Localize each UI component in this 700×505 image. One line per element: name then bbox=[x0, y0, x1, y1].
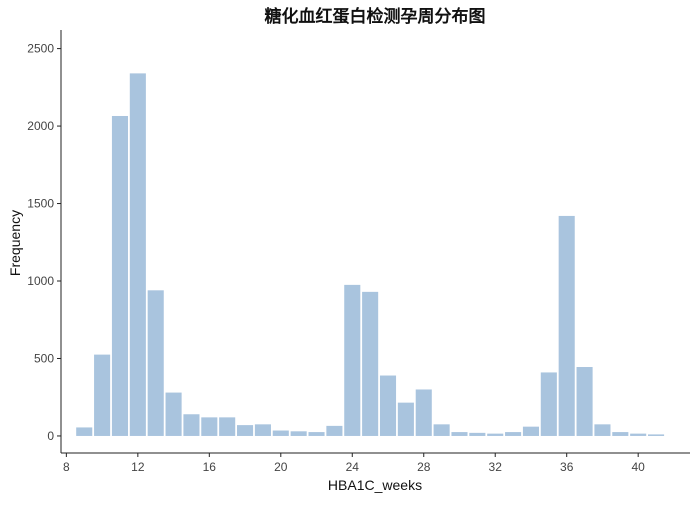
bar-week-37 bbox=[576, 367, 593, 436]
bar-week-12 bbox=[129, 73, 146, 436]
bars-group bbox=[76, 73, 665, 436]
x-tick-label-24: 24 bbox=[346, 460, 360, 474]
bar-week-32 bbox=[487, 433, 504, 436]
bar-week-19 bbox=[254, 424, 271, 436]
bar-week-40 bbox=[630, 433, 647, 436]
bar-week-29 bbox=[433, 424, 450, 436]
bar-week-18 bbox=[237, 425, 254, 436]
x-tick-label-36: 36 bbox=[560, 460, 574, 474]
bar-week-15 bbox=[183, 414, 200, 436]
x-tick-label-28: 28 bbox=[417, 460, 431, 474]
x-tick-label-8: 8 bbox=[63, 460, 70, 474]
x-tick-label-12: 12 bbox=[131, 460, 145, 474]
bar-week-24 bbox=[344, 284, 361, 436]
bar-week-14 bbox=[165, 392, 182, 436]
y-axis-label: Frequency bbox=[7, 210, 23, 276]
bar-week-22 bbox=[308, 432, 325, 436]
bar-week-16 bbox=[201, 417, 218, 436]
bar-week-39 bbox=[612, 432, 629, 436]
bar-week-9 bbox=[76, 427, 93, 436]
y-ticks-group: 0 500 1000 1500 2000 2500 bbox=[27, 42, 61, 443]
bar-week-28 bbox=[415, 389, 432, 436]
bar-week-41 bbox=[648, 434, 665, 436]
bar-week-31 bbox=[469, 432, 486, 436]
y-tick-label-1000: 1000 bbox=[27, 274, 54, 288]
y-tick-label-2500: 2500 bbox=[27, 42, 54, 56]
bar-week-26 bbox=[379, 375, 397, 436]
bar-week-11 bbox=[111, 115, 129, 436]
bar-week-34 bbox=[522, 426, 539, 436]
bar-week-23 bbox=[326, 425, 343, 436]
bar-week-30 bbox=[451, 432, 468, 436]
x-axis-label: HBA1C_weeks bbox=[328, 477, 422, 493]
bar-week-13 bbox=[147, 290, 164, 436]
y-tick-label-1500: 1500 bbox=[27, 197, 54, 211]
x-tick-label-20: 20 bbox=[274, 460, 288, 474]
y-tick-label-500: 500 bbox=[34, 351, 54, 365]
bar-week-36 bbox=[558, 215, 575, 436]
x-tick-label-32: 32 bbox=[489, 460, 503, 474]
x-tick-label-16: 16 bbox=[203, 460, 217, 474]
chart-title: 糖化血红蛋白检测孕周分布图 bbox=[265, 6, 486, 27]
bar-week-38 bbox=[594, 424, 611, 436]
bar-week-21 bbox=[290, 431, 307, 436]
bar-week-17 bbox=[219, 417, 236, 436]
x-ticks-group: 8 12 16 20 24 28 32 36 40 bbox=[63, 453, 645, 474]
bar-week-27 bbox=[397, 402, 414, 436]
y-tick-label-2000: 2000 bbox=[27, 119, 54, 133]
bar-week-10 bbox=[94, 354, 111, 436]
x-tick-label-40: 40 bbox=[631, 460, 645, 474]
y-tick-label-0: 0 bbox=[47, 429, 54, 443]
bar-week-25 bbox=[362, 291, 379, 436]
bar-week-33 bbox=[505, 432, 522, 436]
axes-group bbox=[60, 30, 690, 454]
bar-week-35 bbox=[540, 372, 557, 436]
bar-week-20 bbox=[272, 430, 289, 436]
